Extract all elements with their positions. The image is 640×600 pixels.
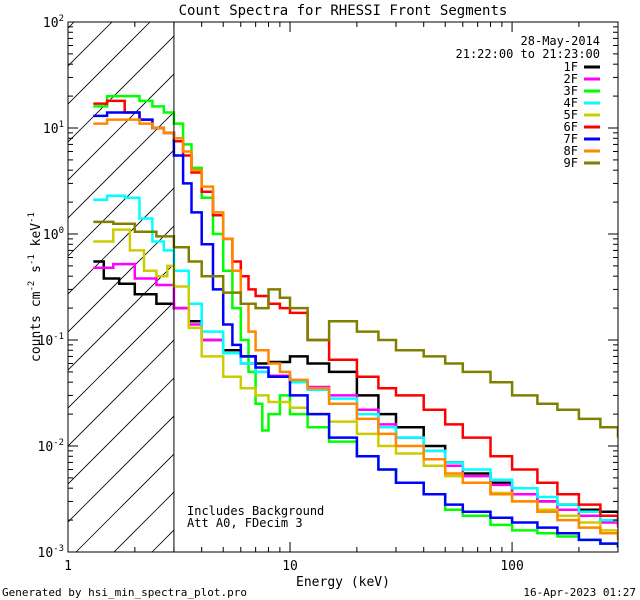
excluded-energy-hatch [0,0,174,552]
x-tick-label: 10 [282,559,298,574]
x-tick-label: 100 [500,559,523,574]
x-axis-ticks [67,22,619,552]
hatch-line [68,22,151,105]
hatch-line [68,187,174,295]
legend-date: 28-May-2014 [521,34,600,48]
y-tick-label: 102 [43,14,64,31]
legend-label: 6F [564,120,578,134]
legend-time-range: 21:22:00 to 21:23:00 [456,47,601,61]
chart-title: Count Spectra for RHESSI Front Segments [179,3,508,19]
y-tick-label: 10-2 [38,438,65,455]
x-axis-label: Energy (keV) [296,575,390,590]
y-tick-label: 100 [43,226,64,243]
hatch-line [68,149,174,257]
footer-timestamp: 16-Apr-2023 01:27 [523,586,636,599]
plot-frame [67,21,619,553]
x-axis-tick-labels: 1 10 100 [64,559,524,574]
annotation-attenuator: Att A0, FDecim 3 [187,516,303,530]
y-tick-label: 101 [43,120,64,137]
hatch-line [68,415,174,523]
series-9F [93,220,618,438]
legend-label: 3F [564,84,578,98]
y-axis-ticks [68,26,618,553]
y-tick-label: 10-3 [38,544,65,561]
legend-label: 9F [564,156,578,170]
legend-label: 7F [564,132,578,146]
ylabel-part: s [29,265,44,281]
ylabel-part: keV [29,223,44,254]
hatch-line [68,73,174,181]
series-1F [93,260,618,514]
ylabel-part: -2 [27,281,37,292]
series-layer [93,94,618,548]
ylabel-part: -1 [27,254,37,265]
ylabel-part: counts cm [29,291,44,362]
y-tick-label: 10-1 [38,332,65,349]
legend-label: 8F [564,144,578,158]
hatch-line [68,377,174,485]
legend-label: 4F [564,96,578,110]
y-axis-tick-labels: 10-3 10-2 10-1 100 101 102 [38,14,65,561]
hatch-line [68,225,174,333]
hatch-line [0,0,106,552]
series-3F [93,94,618,548]
ylabel-part: -1 [27,212,37,223]
series-6F [93,99,618,525]
x-tick-label: 1 [64,559,72,574]
y-axis-label: counts cm-2 s-1 keV-1 [27,212,44,362]
legend-label: 5F [564,108,578,122]
hatch-line [68,22,113,67]
legend-label: 2F [564,72,578,86]
annotation-background: Includes Background [187,504,324,518]
hatch-line [68,35,174,143]
series-4F [93,194,618,525]
hatch-line [113,491,174,552]
legend: 28-May-2014 21:22:00 to 21:23:00 1F2F3F4… [456,34,601,170]
footer-generated-by: Generated by hsi_min_spectra_plot.pro [2,586,247,599]
legend-label: 1F [564,60,578,74]
